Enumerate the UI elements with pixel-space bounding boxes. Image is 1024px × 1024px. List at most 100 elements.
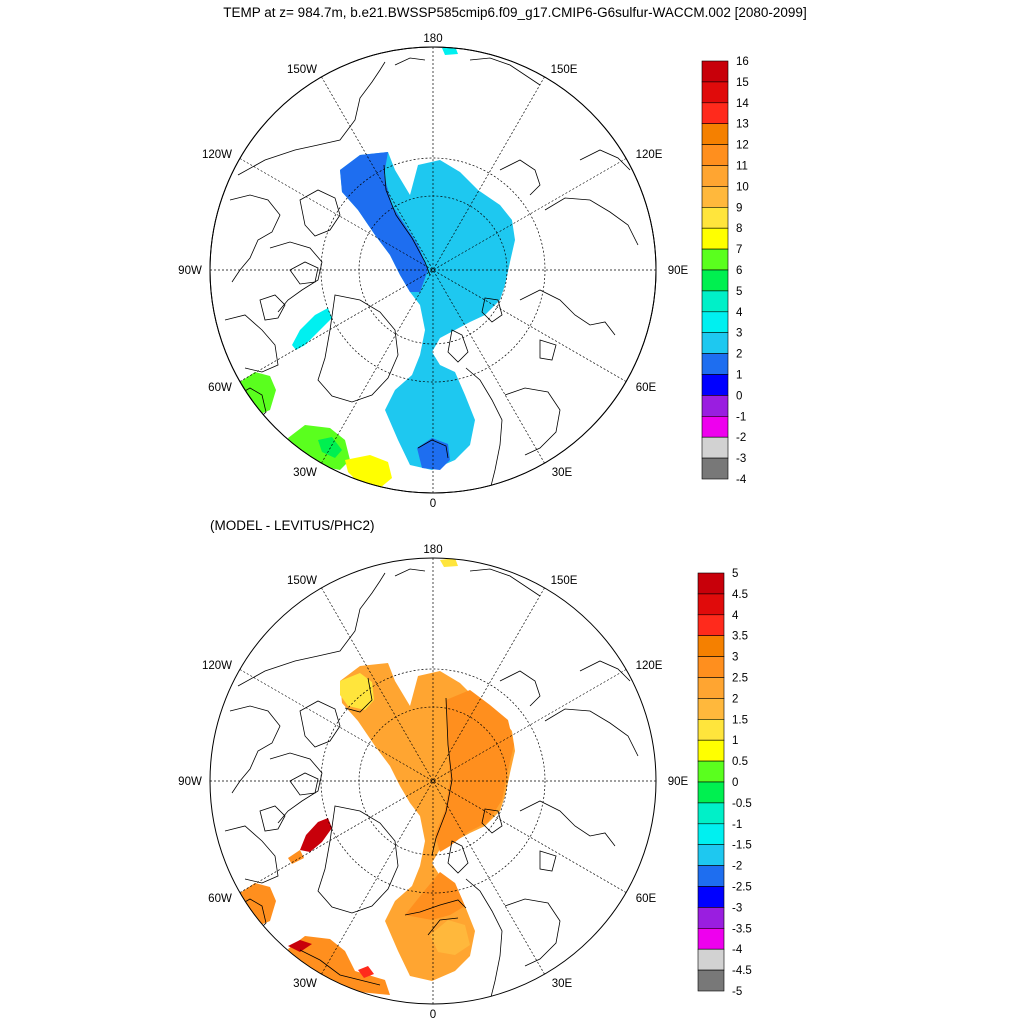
cb-top-swatch: [701, 186, 729, 208]
cb-top-tick-label: -4: [736, 474, 747, 486]
cb-top-tick-label: 13: [736, 119, 749, 131]
bottom-polar-map: 180 150W 150E 120W 120E 90W 90E 60W 60E …: [178, 544, 688, 1021]
label-150w: 150W: [287, 64, 317, 76]
label-60w: 60W: [208, 382, 232, 394]
label-120e-b: 120E: [636, 660, 663, 672]
cb-bot-tick-label: -1: [732, 819, 742, 831]
label-30e: 30E: [552, 467, 573, 479]
cb-top-tick-label: 9: [736, 202, 742, 214]
bottom-irminger-red2: [358, 966, 374, 978]
label-0-b: 0: [430, 1009, 436, 1021]
bottom-irminger-red: [288, 940, 312, 952]
cb-top-swatch: [701, 290, 729, 313]
bottom-labrador: [240, 883, 276, 926]
cb-bot-swatch: [697, 572, 725, 595]
label-60w-b: 60W: [208, 893, 232, 905]
bottom-baffin-orange: [288, 850, 304, 864]
bottom-map-border: [209, 557, 657, 1005]
cb-top-swatch: [701, 374, 729, 396]
label-150e: 150E: [551, 64, 578, 76]
cb-top-tick-label: 15: [736, 77, 749, 89]
cb-top-tick-label: 16: [736, 56, 749, 68]
cb-top-tick-label: -1: [736, 411, 746, 423]
label-30w-b: 30W: [293, 978, 317, 990]
cb-top-swatch: [701, 415, 729, 438]
cb-bot-tick-label: 4.5: [732, 589, 748, 601]
label-60e-b: 60E: [636, 893, 657, 905]
label-120w-b: 120W: [202, 660, 232, 672]
cb-top-swatch: [701, 227, 729, 250]
cb-top-swatch: [701, 60, 729, 83]
cb-bot-swatch: [697, 677, 725, 699]
cb-bot-tick-label: -5: [732, 986, 742, 998]
top-baffin-patch: [292, 308, 332, 350]
cb-top-swatch: [701, 457, 729, 480]
cb-top-tick-label: -2: [736, 432, 746, 444]
cb-bot-tick-label: -3.5: [732, 923, 752, 935]
top-polar-map: 180 150W 150E 120W 120E 90W 90E 60W 60E …: [178, 33, 688, 510]
bottom-baffin-red: [300, 818, 332, 852]
cb-top-swatch: [701, 353, 729, 375]
cb-bot-tick-label: -2: [732, 861, 742, 873]
top-contour: [383, 164, 431, 276]
cb-top-swatch: [701, 395, 729, 417]
cb-top-swatch: [701, 332, 729, 354]
cb-bot-tick-label: 2: [732, 693, 738, 705]
cb-bot-tick-label: -4.5: [732, 965, 752, 977]
cb-bot-swatch: [697, 614, 725, 636]
cb-bot-swatch: [697, 907, 725, 929]
label-90e-b: 90E: [668, 776, 689, 788]
cb-bot-swatch: [697, 718, 725, 741]
label-180: 180: [423, 33, 442, 45]
cb-bot-swatch: [697, 593, 725, 616]
bottom-light-patch: [430, 920, 470, 955]
cb-top-tick-label: -3: [736, 453, 746, 465]
top-coastlines: [224, 57, 639, 491]
cb-top-swatch: [701, 311, 729, 333]
cb-top-tick-label: 7: [736, 244, 742, 256]
cb-bot-swatch: [697, 969, 725, 992]
cb-top-swatch: [701, 123, 729, 145]
cb-top-tick-label: 11: [736, 161, 748, 173]
cb-top-swatch: [701, 269, 729, 292]
cb-top-swatch: [701, 144, 729, 166]
bottom-map-labels: 180 150W 150E 120W 120E 90W 90E 60W 60E …: [178, 544, 688, 1021]
cb-top-swatch: [701, 102, 729, 125]
top-map-border: [209, 46, 657, 494]
cb-bot-swatch: [697, 844, 725, 866]
bottom-north-fleck: [440, 558, 458, 567]
top-map-labels: 180 150W 150E 120W 120E 90W 90E 60W 60E …: [178, 33, 688, 510]
cb-bot-swatch: [697, 802, 725, 825]
bottom-colorbar: 5 4.5 4 3.5 3 2.5 2 1.5 1 0.5 0 -0.5 -1 -1.5 -2 -2.5 -3 -…: [697, 568, 752, 998]
cb-top-swatch: [701, 165, 729, 187]
cb-bot-swatch: [697, 739, 725, 762]
top-deep-south: [417, 438, 450, 470]
cb-top-swatch: [701, 248, 729, 271]
cb-bot-tick-label: -0.5: [732, 798, 752, 810]
top-green-inner: [318, 437, 342, 458]
cb-bot-tick-label: 1: [732, 735, 738, 747]
cb-top-tick-label: 8: [736, 223, 742, 235]
cb-bot-swatch: [697, 656, 725, 678]
cb-bot-tick-label: 4: [732, 610, 739, 622]
cb-bot-swatch: [697, 698, 725, 720]
label-30w: 30W: [293, 467, 317, 479]
top-contour-south: [417, 439, 449, 459]
cb-top-tick-label: 4: [736, 307, 743, 319]
bottom-dark-region: [435, 690, 514, 852]
cb-bot-swatch: [697, 865, 725, 887]
cb-bot-swatch: [697, 781, 725, 804]
cb-bot-swatch: [697, 886, 725, 908]
cb-bot-tick-label: 5: [732, 568, 738, 580]
cb-bot-tick-label: 3: [732, 652, 738, 664]
cb-top-swatch: [701, 81, 729, 104]
label-150w-b: 150W: [287, 575, 317, 587]
label-180-b: 180: [423, 544, 442, 556]
bottom-coastlines: [224, 568, 639, 1002]
cb-top-swatch: [701, 436, 729, 459]
cb-top-tick-label: 10: [736, 181, 749, 193]
label-120e: 120E: [636, 149, 663, 161]
cb-top-tick-label: 1: [736, 370, 742, 382]
bottom-contours: [299, 677, 467, 986]
